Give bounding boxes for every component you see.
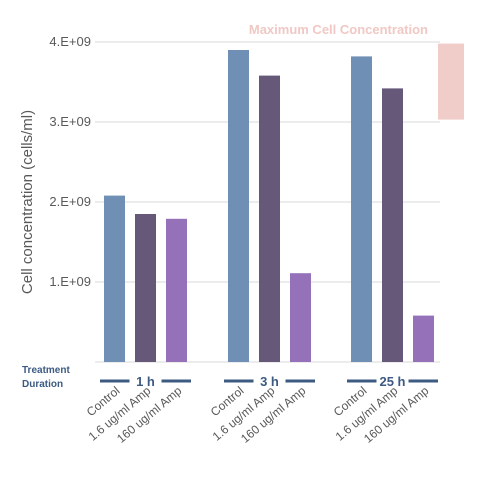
bar	[259, 75, 280, 362]
treatment-duration-line: Treatment	[22, 365, 70, 376]
y-axis-ticks: 1.E+09 2.E+09 3.E+09 4.E+09	[49, 34, 91, 289]
bar	[228, 50, 249, 362]
bar	[351, 56, 372, 363]
duration-markers: 1 h 3 h 25 h	[100, 374, 438, 389]
max-concentration-band: Maximum Cell Concentration	[249, 22, 464, 120]
treatment-duration-title: Treatment Duration	[22, 365, 70, 390]
bar	[290, 273, 311, 362]
duration-label: 3 h	[260, 374, 279, 389]
duration-label: 1 h	[136, 374, 155, 389]
y-tick-label: 1.E+09	[49, 274, 91, 289]
bar	[413, 315, 434, 362]
bar	[135, 214, 156, 362]
max-concentration-label: Maximum Cell Concentration	[249, 22, 428, 37]
y-tick-label: 4.E+09	[49, 34, 91, 49]
y-axis-label: Cell concentration (cells/ml)	[19, 110, 36, 294]
bar	[382, 88, 403, 363]
max-concentration-rect	[438, 43, 464, 120]
bar	[104, 195, 125, 362]
duration-label: 25 h	[379, 374, 405, 389]
y-tick-label: 3.E+09	[49, 114, 91, 129]
y-tick-label: 2.E+09	[49, 194, 91, 209]
bar	[166, 218, 187, 362]
treatment-duration-line: Duration	[22, 379, 63, 390]
bars	[104, 50, 434, 363]
